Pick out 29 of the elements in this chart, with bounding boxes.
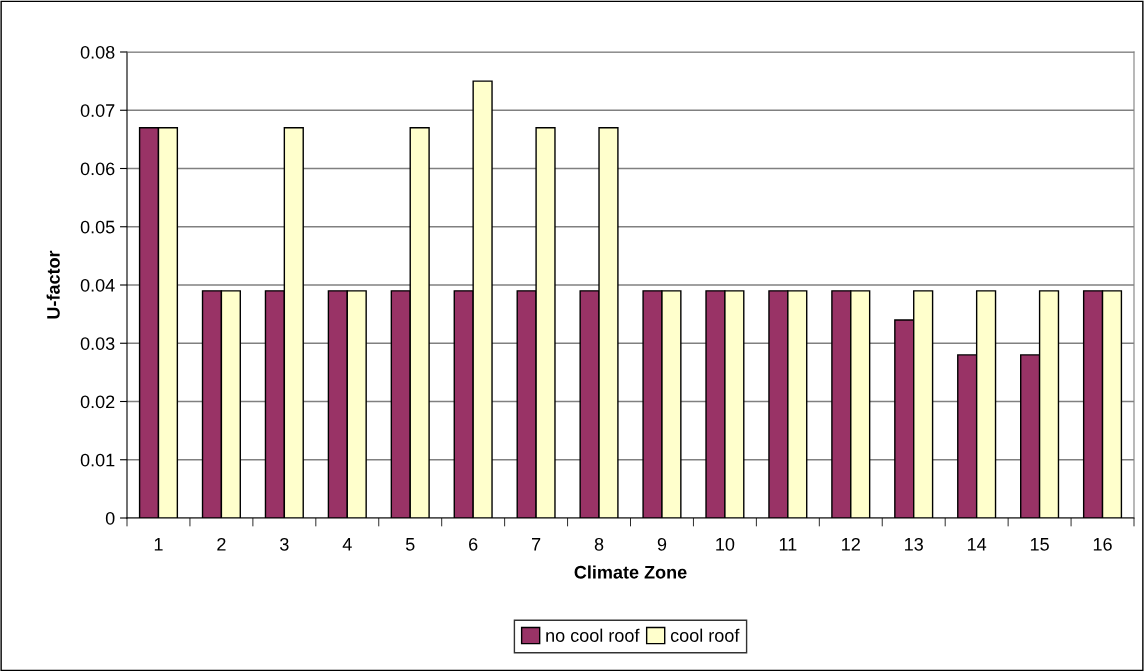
x-tick-label: 4 <box>342 538 352 551</box>
x-tick-label: 12 <box>842 537 860 551</box>
y-tick-label: 0.03 <box>80 337 115 350</box>
x-tick-label: 8 <box>594 537 604 551</box>
x-tick-label: 10 <box>716 537 735 551</box>
x-tick-label: 7 <box>532 538 541 551</box>
x-tick-label: 3 <box>280 537 289 551</box>
y-tick-label: 0.05 <box>80 220 115 234</box>
y-tick-label: 0 <box>105 511 115 525</box>
x-tick-label: 6 <box>469 537 478 551</box>
x-tick-label: 16 <box>1093 537 1112 551</box>
y-tick-label: 0.06 <box>80 162 115 176</box>
y-tick-label: 0.04 <box>80 278 115 292</box>
y-tick-label: 0.01 <box>80 453 115 467</box>
x-tick-label: 14 <box>967 538 987 551</box>
x-tick-label: 9 <box>657 537 667 551</box>
y-tick-label: 0.02 <box>80 395 115 409</box>
x-tick-label: 1 <box>154 538 163 551</box>
y-tick-label: 0.08 <box>80 45 115 59</box>
y-tick-label: 0.07 <box>80 104 115 117</box>
x-tick-label: 15 <box>1030 538 1049 551</box>
y-axis-title: U-factor <box>46 250 60 319</box>
legend-label: no cool roof <box>546 628 640 642</box>
x-tick-label: 2 <box>217 537 226 551</box>
x-axis-title: Climate Zone <box>574 565 687 579</box>
legend-label: cool roof <box>670 628 740 642</box>
x-tick-label: 13 <box>905 537 923 551</box>
x-tick-label: 11 <box>779 538 797 551</box>
x-tick-label: 5 <box>405 538 415 551</box>
